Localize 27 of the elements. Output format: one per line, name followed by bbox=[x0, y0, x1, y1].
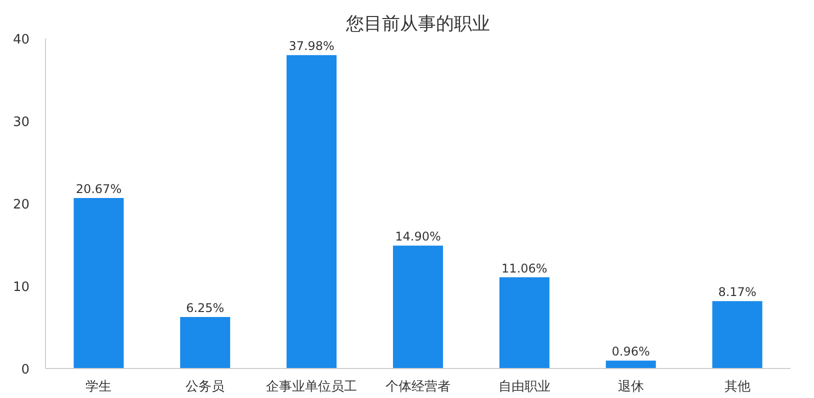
x-tick-label: 其他 bbox=[724, 380, 750, 394]
data-label: 14.90% bbox=[395, 230, 441, 244]
bar bbox=[74, 198, 124, 368]
x-tick-label: 退休 bbox=[618, 380, 644, 394]
y-tick-label: 20 bbox=[12, 198, 30, 212]
bar bbox=[606, 360, 656, 368]
data-label: 11.06% bbox=[502, 261, 548, 276]
x-tick-label: 学生 bbox=[86, 380, 112, 394]
bar bbox=[286, 55, 337, 368]
bar bbox=[392, 246, 444, 368]
data-label: 6.25% bbox=[186, 300, 224, 315]
data-label: 20.67% bbox=[76, 182, 122, 196]
data-label: 8.17% bbox=[718, 285, 756, 300]
y-tick-label: 0 bbox=[21, 362, 30, 378]
y-tick-label: 10 bbox=[12, 280, 30, 295]
bar bbox=[712, 301, 762, 368]
bar bbox=[180, 316, 230, 368]
data-label: 0.96% bbox=[612, 344, 650, 359]
y-tick-label: 30 bbox=[12, 115, 30, 130]
x-tick-label: 个体经营者 bbox=[386, 380, 450, 394]
y-tick-label: 40 bbox=[12, 32, 30, 48]
x-tick-label: 自由职业 bbox=[498, 380, 550, 394]
data-label: 37.98% bbox=[288, 39, 334, 54]
bar bbox=[499, 277, 550, 368]
x-tick-label: 企事业单位员工 bbox=[266, 380, 358, 394]
chart-title: 您目前从事的职业 bbox=[345, 14, 490, 34]
x-tick-label: 公务员 bbox=[186, 380, 225, 394]
